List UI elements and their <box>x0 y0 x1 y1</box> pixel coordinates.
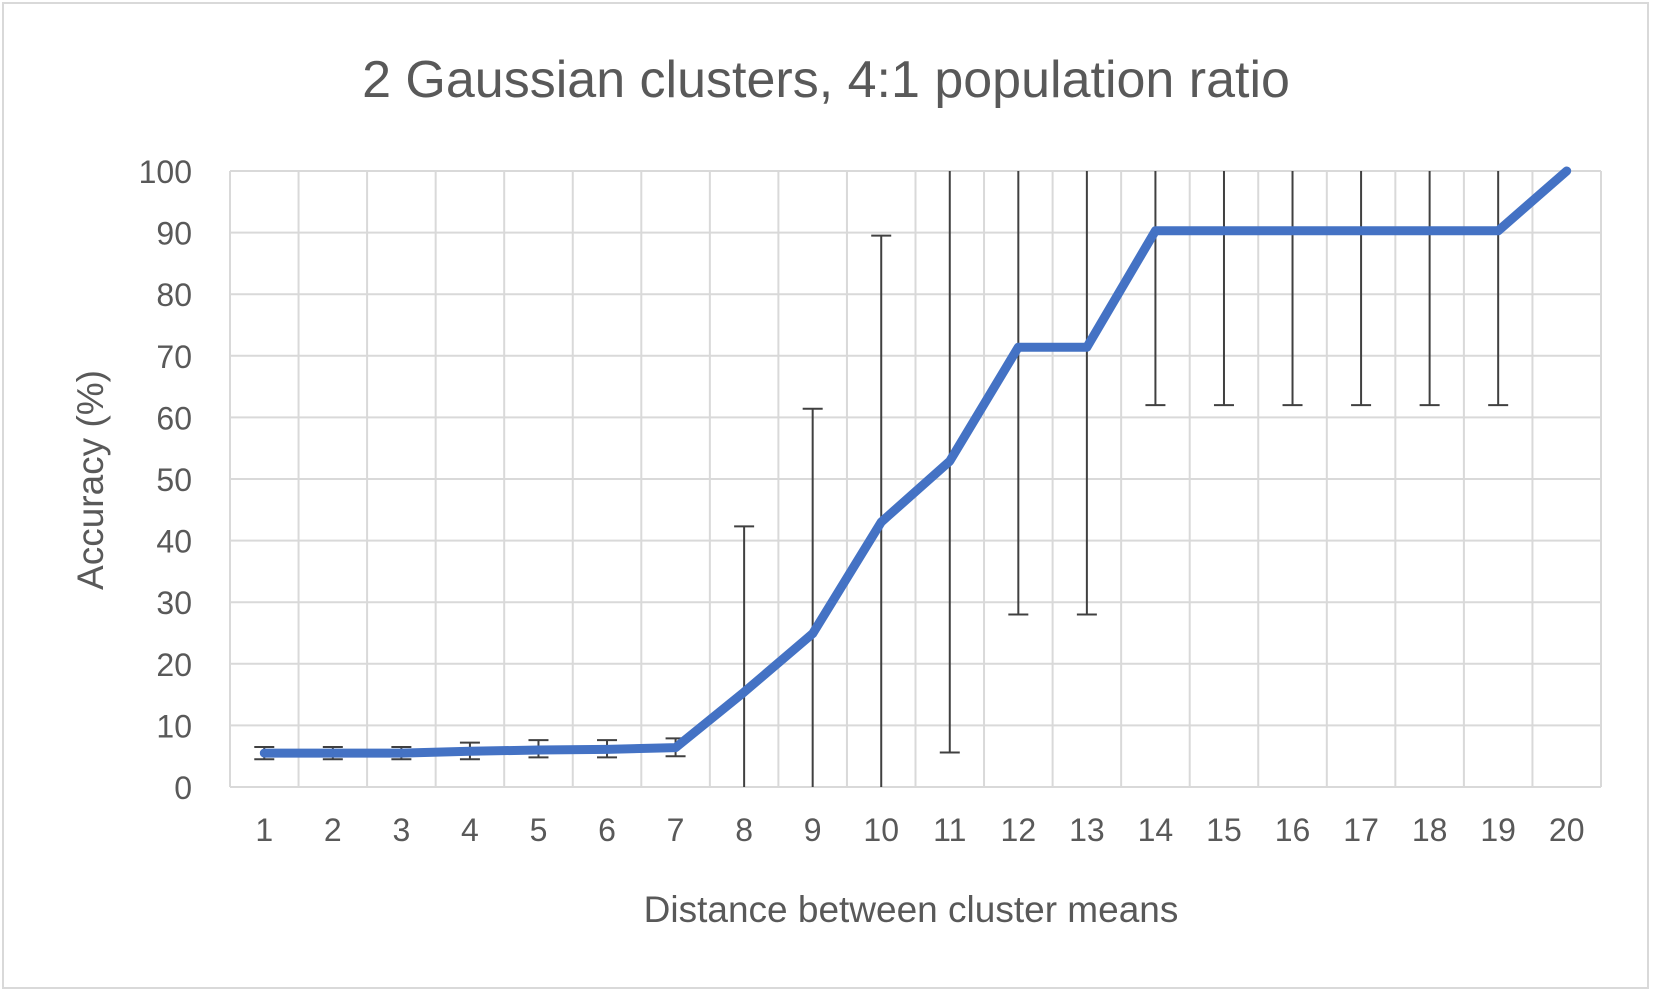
x-tick-label: 9 <box>804 812 822 848</box>
error-bar <box>1213 171 1234 407</box>
error-bar <box>1076 171 1097 616</box>
x-tick-label: 20 <box>1549 812 1585 848</box>
y-tick-label: 20 <box>156 647 192 683</box>
y-axis-ticks: 0 10 20 30 40 50 60 70 80 90 100 <box>139 154 192 806</box>
x-axis-ticks: 1 2 3 4 5 6 7 8 9 10 11 12 13 14 15 16 17 18 19 20 <box>255 812 1584 848</box>
y-tick-label: 50 <box>156 462 192 498</box>
x-tick-label: 18 <box>1412 812 1448 848</box>
y-tick-label: 100 <box>139 154 192 190</box>
y-tick-label: 80 <box>156 277 192 313</box>
x-tick-label: 2 <box>324 812 342 848</box>
error-bar <box>1008 171 1029 616</box>
x-tick-label: 5 <box>530 812 548 848</box>
x-axis-title: Distance between cluster means <box>644 889 1179 930</box>
y-tick-label: 70 <box>156 339 192 375</box>
series-group <box>259 166 1572 758</box>
x-tick-label: 19 <box>1480 812 1516 848</box>
y-tick-label: 30 <box>156 585 192 621</box>
y-tick-label: 90 <box>156 216 192 252</box>
error-bar <box>1488 171 1509 407</box>
error-bar <box>802 407 823 787</box>
error-bar <box>1351 171 1372 407</box>
x-tick-label: 11 <box>933 812 966 848</box>
chart-title: 2 Gaussian clusters, 4:1 population rati… <box>362 51 1290 109</box>
error-bar <box>734 525 755 787</box>
error-bar <box>871 234 892 787</box>
x-tick-label: 6 <box>598 812 616 848</box>
x-tick-label: 15 <box>1206 812 1242 848</box>
y-tick-label: 0 <box>174 770 192 806</box>
gridlines <box>229 170 1602 788</box>
x-tick-label: 7 <box>667 812 685 848</box>
series-line <box>259 166 1572 758</box>
x-tick-label: 13 <box>1069 812 1105 848</box>
x-tick-label: 4 <box>461 812 479 848</box>
x-tick-label: 12 <box>1001 812 1037 848</box>
y-tick-label: 60 <box>156 400 192 436</box>
x-tick-label: 8 <box>735 812 753 848</box>
y-axis-title: Accuracy (%) <box>70 370 111 590</box>
y-tick-label: 40 <box>156 524 192 560</box>
y-tick-label: 10 <box>156 708 192 744</box>
x-tick-label: 1 <box>255 812 273 848</box>
error-bar <box>1145 171 1166 407</box>
x-tick-label: 10 <box>863 812 899 848</box>
x-tick-label: 14 <box>1138 812 1174 848</box>
x-tick-label: 17 <box>1343 812 1379 848</box>
x-tick-label: 3 <box>392 812 410 848</box>
error-bar <box>1419 171 1440 407</box>
error-bar <box>1282 171 1303 407</box>
x-tick-label: 16 <box>1275 812 1311 848</box>
